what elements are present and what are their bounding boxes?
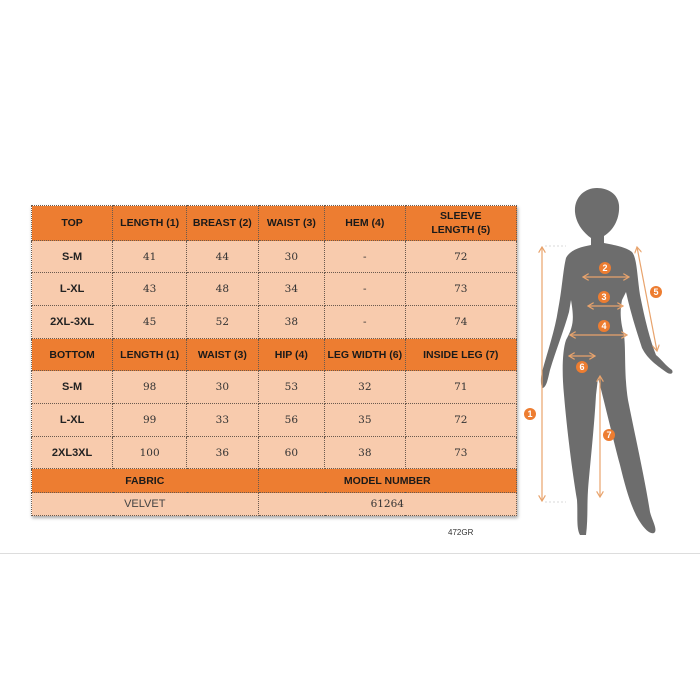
cell: 60 [257, 436, 326, 469]
header-cell: INSIDE LEG (7) [404, 338, 518, 371]
fabric-label: FABRIC [31, 468, 259, 493]
cell: 30 [186, 370, 259, 404]
cell: 48 [186, 272, 259, 306]
cell: 45 [112, 305, 188, 339]
info-header-row: FABRIC MODEL NUMBER [31, 468, 518, 493]
size-cell: S-M [30, 370, 114, 404]
header-cell: SLEEVE LENGTH (5) [404, 205, 518, 241]
model-number-label: MODEL NUMBER [257, 468, 518, 493]
marker-4: 4 [601, 321, 606, 331]
size-cell: 2XL-3XL [30, 305, 114, 339]
cell: 71 [404, 370, 518, 404]
cell: 98 [112, 370, 188, 404]
table-row: S-M 98 30 53 32 71 [30, 370, 518, 404]
cell: 30 [257, 240, 326, 273]
cell: 35 [324, 403, 406, 437]
cell: 34 [257, 272, 326, 306]
cell: 32 [324, 370, 406, 404]
cell: 44 [186, 240, 259, 273]
info-row: VELVET 61264 [31, 492, 518, 516]
cell: 73 [404, 436, 518, 469]
divider [0, 553, 700, 554]
header-cell: HEM (4) [324, 205, 406, 241]
marker-7: 7 [606, 430, 611, 440]
cell: 53 [257, 370, 326, 404]
cell: 52 [186, 305, 259, 339]
marker-6: 6 [579, 362, 584, 372]
cell: 41 [112, 240, 188, 273]
silhouette [540, 188, 673, 535]
cell: 99 [112, 403, 188, 437]
header-cell: BOTTOM [30, 338, 114, 371]
table-row: L-XL 43 48 34-73 [30, 272, 518, 306]
measurement-markers: 1 2 3 4 5 6 7 [524, 262, 662, 441]
size-cell: S-M [30, 240, 114, 273]
cell: 72 [404, 403, 518, 437]
marker-5: 5 [653, 287, 658, 297]
marker-2: 2 [602, 263, 607, 273]
marker-1: 1 [527, 409, 532, 419]
cell: 100 [112, 436, 188, 469]
header-cell: LENGTH (1) [112, 338, 188, 371]
cell: 73 [404, 272, 518, 306]
cell: 43 [112, 272, 188, 306]
cell: 33 [186, 403, 259, 437]
marker-3: 3 [601, 292, 606, 302]
cell: 38 [257, 305, 326, 339]
size-cell: L-XL [30, 272, 114, 306]
header-cell: WAIST (3) [186, 338, 259, 371]
product-code: 472GR [448, 528, 474, 537]
arrow-sleeve [637, 247, 657, 351]
cell: 36 [186, 436, 259, 469]
header-cell: HIP (4) [257, 338, 326, 371]
fabric-value: VELVET [31, 492, 259, 516]
size-chart-table: TOP LENGTH (1) BREAST (2) WAIST (3) HEM … [30, 205, 518, 516]
top-header-row: TOP LENGTH (1) BREAST (2) WAIST (3) HEM … [30, 205, 518, 241]
cell: - [324, 272, 406, 306]
header-cell: LEG WIDTH (6) [324, 338, 406, 371]
table-row: 2XL-3XL 45 52 38-74 [30, 305, 518, 339]
cell: - [324, 305, 406, 339]
bottom-header-row: BOTTOM LENGTH (1) WAIST (3) HIP (4) LEG WIDT… [30, 338, 518, 371]
cell: - [324, 240, 406, 273]
table-row: 2XL3XL 100 36 60 38 73 [30, 436, 518, 469]
header-cell: TOP [30, 205, 114, 241]
model-number-value: 61264 [257, 492, 518, 516]
cell: 74 [404, 305, 518, 339]
cell: 38 [324, 436, 406, 469]
